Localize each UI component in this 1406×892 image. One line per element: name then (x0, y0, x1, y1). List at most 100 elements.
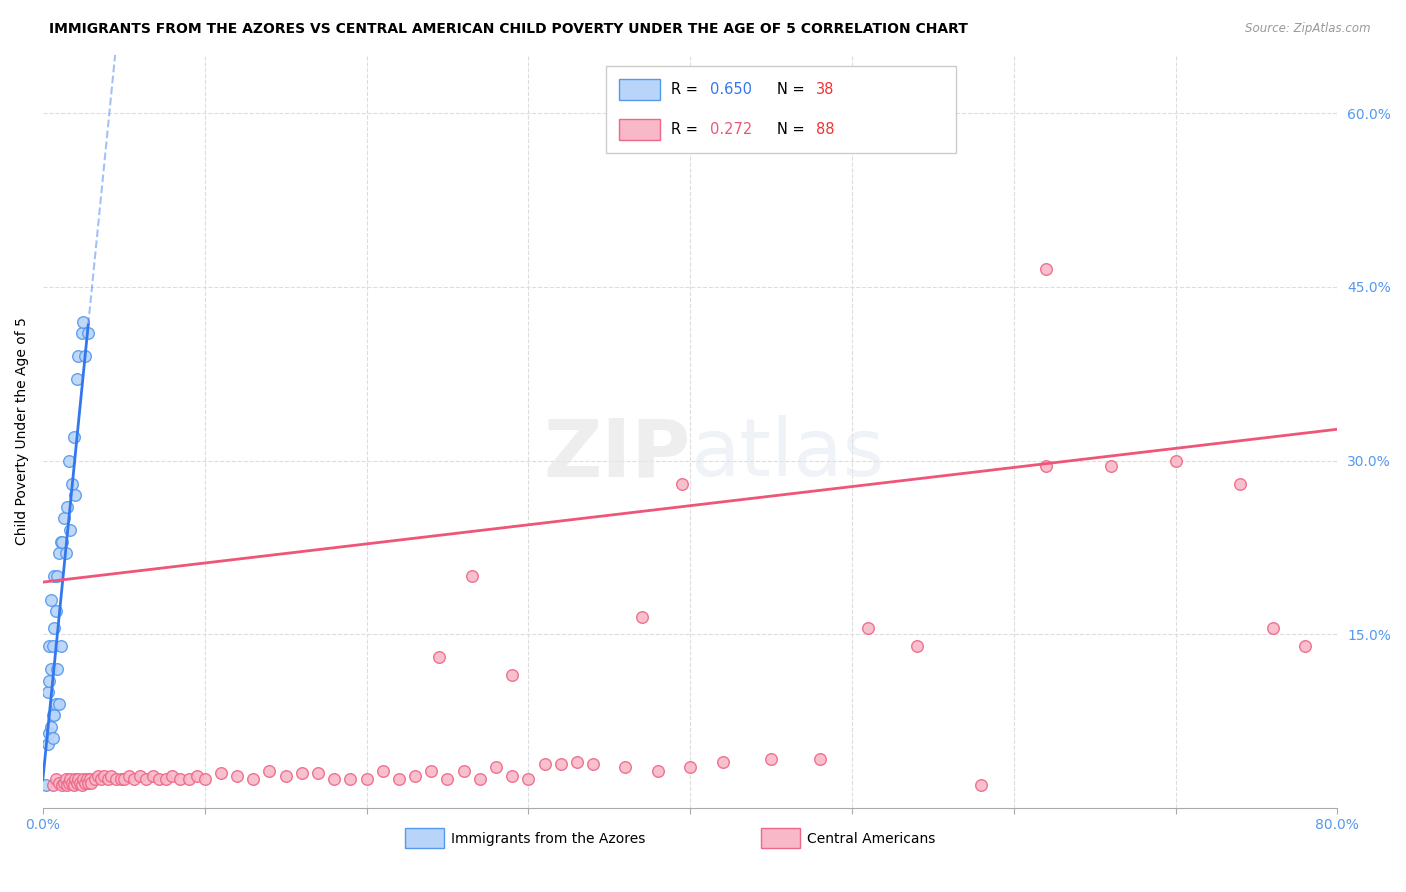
Point (77, 326, 100, 340)
Point (1294, 639, 1316, 653)
Text: 88: 88 (815, 122, 834, 137)
Point (72, 772, 94, 786)
Point (142, 768, 165, 782)
Point (66, 372, 89, 386)
Point (453, 764, 475, 778)
Point (169, 772, 191, 786)
Point (162, 768, 184, 782)
Text: ZIP: ZIP (543, 415, 690, 493)
Point (388, 772, 411, 786)
Point (135, 772, 157, 786)
Point (73, 349, 96, 363)
Point (37, 685, 59, 699)
Point (83, 772, 105, 786)
Point (259, 764, 281, 778)
Point (45, 604, 67, 618)
Point (307, 766, 329, 780)
Point (759, 752, 782, 766)
Point (76, 772, 98, 786)
Point (48, 697, 70, 711)
Point (485, 760, 508, 774)
Text: atlas: atlas (690, 415, 884, 493)
Point (339, 772, 361, 786)
Point (41, 778, 63, 792)
Point (49, 534, 72, 549)
Point (66, 775, 89, 789)
Point (58, 453, 80, 467)
Point (194, 772, 217, 786)
Point (41, 708, 63, 723)
Point (856, 622, 879, 636)
Point (808, 752, 831, 766)
Point (104, 772, 127, 786)
Point (905, 639, 928, 653)
Point (460, 569, 482, 583)
Point (48, 546, 70, 560)
Point (41, 639, 63, 653)
Point (39, 592, 62, 607)
Text: Immigrants from the Azores: Immigrants from the Azores (451, 832, 645, 847)
Point (177, 772, 200, 786)
Point (72, 314, 94, 328)
Point (38, 639, 60, 653)
Text: 0.650: 0.650 (710, 82, 752, 97)
Point (77, 775, 100, 789)
Point (1035, 262, 1057, 277)
Point (60, 476, 83, 491)
Point (51, 534, 73, 549)
Point (46, 662, 69, 676)
Point (52, 775, 75, 789)
Point (38, 673, 60, 688)
Point (582, 756, 605, 771)
Point (67, 772, 90, 786)
Point (550, 756, 572, 771)
Point (209, 766, 232, 780)
Point (533, 756, 555, 771)
Bar (619, 79, 661, 100)
Point (59, 523, 82, 537)
Point (60, 775, 83, 789)
Point (148, 772, 170, 786)
Point (44, 708, 66, 723)
Text: N =: N = (778, 122, 808, 137)
Point (112, 772, 135, 786)
Point (679, 760, 702, 774)
Point (56, 500, 79, 514)
Point (1261, 622, 1284, 636)
Point (62, 778, 84, 792)
Text: 38: 38 (815, 82, 834, 97)
Point (1035, 459, 1057, 474)
Point (37, 737, 59, 751)
Point (1229, 476, 1251, 491)
Point (62, 430, 84, 444)
Point (970, 778, 993, 792)
Point (35, 778, 58, 792)
Point (65, 488, 87, 502)
Point (356, 772, 378, 786)
Text: N =: N = (778, 82, 808, 97)
Point (371, 764, 394, 778)
Point (274, 768, 297, 782)
Point (45, 697, 67, 711)
Point (67, 349, 90, 363)
Point (501, 768, 523, 782)
FancyBboxPatch shape (606, 66, 956, 153)
Point (97, 772, 120, 786)
Point (41, 731, 63, 746)
Point (56, 778, 79, 792)
Point (44, 622, 66, 636)
Text: 0.272: 0.272 (710, 122, 752, 137)
Point (49, 639, 72, 653)
Point (45, 772, 67, 786)
Point (93, 768, 115, 782)
Point (70, 778, 93, 792)
Point (404, 768, 426, 782)
Point (1164, 453, 1187, 467)
Point (58, 775, 80, 789)
Point (87, 768, 110, 782)
Point (73, 775, 96, 789)
Point (118, 768, 141, 782)
Point (65, 772, 87, 786)
Point (90, 772, 112, 786)
Point (226, 768, 249, 782)
